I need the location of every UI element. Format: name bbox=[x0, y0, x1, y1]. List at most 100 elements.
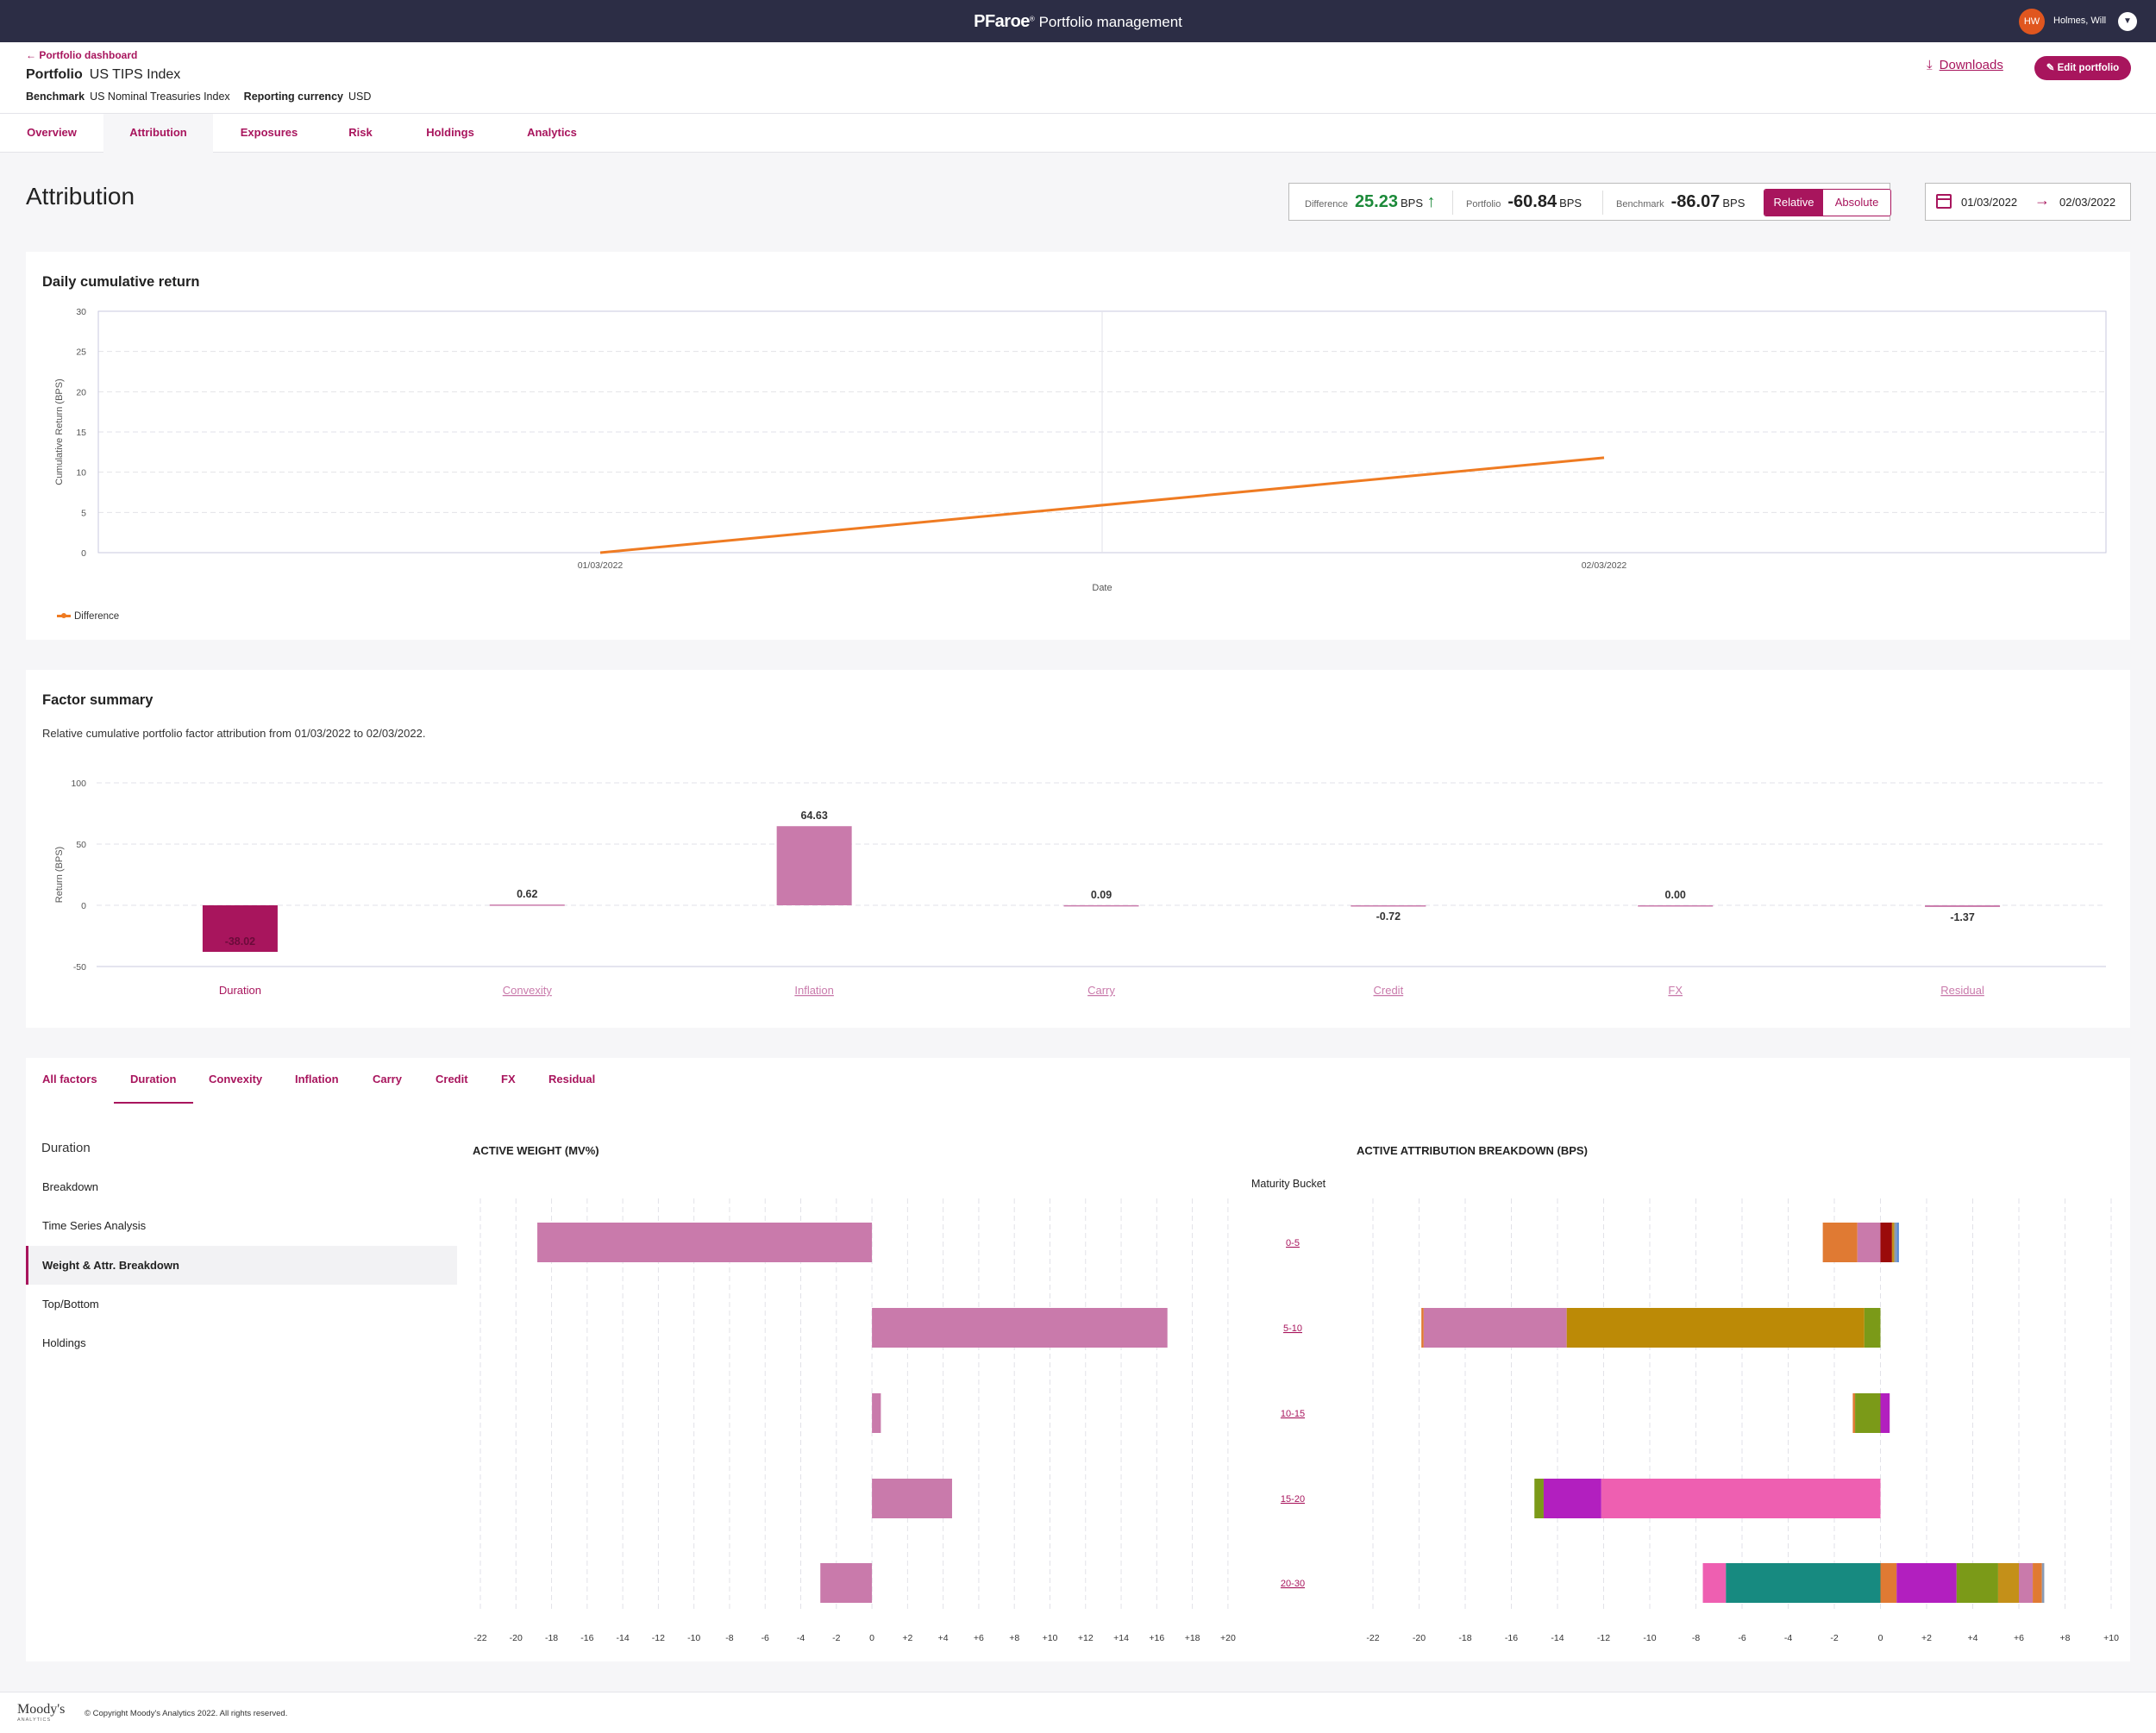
downloads-link[interactable]: ⤓ Downloads bbox=[1927, 58, 2003, 72]
relative-absolute-toggle: Relative Absolute bbox=[1764, 189, 1891, 216]
weight-x-tick: +20 bbox=[1220, 1633, 1236, 1643]
factor-category-inflation: Inflation bbox=[794, 984, 834, 997]
factor-value-label: 0.00 bbox=[1665, 889, 1686, 901]
moodys-logo-sub: ANALYTICS bbox=[17, 1717, 52, 1723]
y-axis-label: Return (BPS) bbox=[54, 847, 65, 903]
side-item-time-series[interactable]: Time Series Analysis bbox=[42, 1219, 147, 1232]
app-brand[interactable]: PFaroe® Portfolio management bbox=[0, 12, 2156, 32]
attr-segment-20-30 bbox=[1880, 1563, 1897, 1603]
y-axis-label: Cumulative Return (BPS) bbox=[54, 379, 65, 485]
weight-x-tick: +12 bbox=[1078, 1633, 1094, 1643]
subtab-duration[interactable]: Duration bbox=[130, 1073, 177, 1085]
subtab-carry[interactable]: Carry bbox=[373, 1073, 402, 1085]
tab-holdings[interactable]: Holdings bbox=[426, 126, 474, 139]
pencil-icon: ✎ bbox=[2046, 63, 2055, 73]
y-tick-label: 5 bbox=[81, 508, 86, 518]
factor-value-label: -0.72 bbox=[1376, 910, 1401, 923]
maturity-bucket-label: 5-10 bbox=[1283, 1323, 1302, 1334]
side-item-weight-attr[interactable]: Weight & Attr. Breakdown bbox=[26, 1246, 457, 1285]
edit-portfolio-button[interactable]: ✎ Edit portfolio bbox=[2034, 56, 2131, 80]
chart-legend[interactable]: Difference bbox=[57, 611, 119, 622]
attr-segment-20-30 bbox=[1997, 1563, 2019, 1603]
factor-value-label: -38.02 bbox=[225, 935, 255, 948]
y-tick-label: 100 bbox=[71, 779, 86, 789]
factor-bar-carry bbox=[1063, 904, 1139, 907]
attr-segment-10-15 bbox=[1852, 1393, 1856, 1433]
relative-toggle-button[interactable]: Relative bbox=[1764, 190, 1823, 216]
subtab-inflation[interactable]: Inflation bbox=[295, 1073, 339, 1085]
arrow-right-icon: → bbox=[2034, 191, 2050, 209]
attr-segment-0-5 bbox=[1822, 1223, 1858, 1262]
factor-bar-credit bbox=[1351, 905, 1426, 907]
chevron-down-icon[interactable]: ▼ bbox=[2118, 12, 2137, 31]
attr-segment-20-30 bbox=[2041, 1563, 2045, 1603]
back-link[interactable]: ← Portfolio dashboard bbox=[26, 49, 137, 61]
subtab-residual[interactable]: Residual bbox=[548, 1073, 596, 1085]
factor-category-credit: Credit bbox=[1374, 984, 1404, 997]
benchmark-value: US Nominal Treasuries Index bbox=[90, 91, 230, 103]
factor-summary-card: Factor summary Relative cumulative portf… bbox=[26, 670, 2130, 1028]
weight-bar-10-15 bbox=[872, 1393, 881, 1433]
tab-risk[interactable]: Risk bbox=[348, 126, 373, 139]
attr-x-tick: +4 bbox=[1968, 1633, 1978, 1643]
weight-x-tick: -6 bbox=[761, 1633, 769, 1643]
date-range-picker[interactable]: 01/03/2022 → 02/03/2022 bbox=[1925, 183, 2131, 221]
legend-difference: Difference bbox=[74, 611, 120, 622]
factor-summary-subtitle: Relative cumulative portfolio factor att… bbox=[42, 727, 426, 740]
attr-segment-15-20 bbox=[1534, 1479, 1544, 1518]
y-tick-label: 25 bbox=[76, 347, 86, 358]
weight-x-tick: 0 bbox=[869, 1633, 874, 1643]
attr-x-tick: -22 bbox=[1366, 1633, 1379, 1643]
tab-analytics[interactable]: Analytics bbox=[527, 126, 577, 139]
daily-cumulative-chart: 0 5 10 15 20 25 30 01/03/2022 02/03/2022 Date Cumu… bbox=[54, 307, 2107, 593]
copyright: © Copyright Moody's Analytics 2022. All … bbox=[85, 1709, 288, 1718]
weight-x-tick: +18 bbox=[1185, 1633, 1200, 1643]
y-tick-label: 20 bbox=[76, 387, 86, 397]
active-tab-indicator bbox=[114, 1102, 193, 1104]
portfolio-summary-label: Portfolio bbox=[1466, 199, 1501, 210]
moodys-logo: Moody's bbox=[17, 1702, 66, 1717]
currency-label: Reporting currency bbox=[243, 91, 343, 103]
benchmark-summary-value: -86.07 bbox=[1670, 192, 1720, 211]
portfolio-label: Portfolio bbox=[26, 67, 83, 82]
side-item-holdings[interactable]: Holdings bbox=[42, 1336, 86, 1349]
currency-value: USD bbox=[348, 91, 372, 103]
subtab-all-factors[interactable]: All factors bbox=[42, 1073, 97, 1085]
breakdown-charts: -22 -20 -18 -16 -14 -12 -10 -8 -6 -4 -2 0 +2 +4 +6 +8 +1… bbox=[473, 1198, 2119, 1643]
side-item-breakdown[interactable]: Breakdown bbox=[42, 1180, 99, 1193]
y-tick-label: 15 bbox=[76, 428, 86, 438]
attr-segment-20-30 bbox=[2033, 1563, 2042, 1603]
tab-exposures[interactable]: Exposures bbox=[240, 126, 298, 139]
weight-x-tick: -22 bbox=[473, 1633, 486, 1643]
weight-x-tick: +4 bbox=[938, 1633, 949, 1643]
tab-overview[interactable]: Overview bbox=[27, 126, 77, 139]
x-axis-label: Date bbox=[1092, 583, 1112, 593]
subtab-credit[interactable]: Credit bbox=[436, 1073, 468, 1085]
weight-x-tick: -2 bbox=[832, 1633, 840, 1643]
subtab-convexity[interactable]: Convexity bbox=[209, 1073, 263, 1085]
weight-x-tick: +6 bbox=[974, 1633, 984, 1643]
factor-bar-inflation bbox=[776, 826, 852, 905]
avatar[interactable]: HW bbox=[2019, 9, 2045, 34]
attr-x-tick: 0 bbox=[1878, 1633, 1883, 1643]
subtab-fx[interactable]: FX bbox=[501, 1073, 516, 1085]
brand-mark: ® bbox=[1029, 15, 1035, 23]
maturity-bucket-label: 0-5 bbox=[1286, 1238, 1300, 1248]
page-title: Attribution bbox=[26, 183, 135, 210]
maturity-bucket-label: 15-20 bbox=[1281, 1494, 1305, 1505]
attr-segment-20-30 bbox=[2019, 1563, 2034, 1603]
side-item-top-bottom[interactable]: Top/Bottom bbox=[42, 1298, 99, 1311]
x-tick-label: 02/03/2022 bbox=[1582, 560, 1627, 571]
factor-category-duration: Duration bbox=[219, 984, 261, 997]
tab-attribution[interactable]: Attribution bbox=[103, 114, 213, 153]
weight-x-tick: -14 bbox=[617, 1633, 630, 1643]
daily-cumulative-card: Daily cumulative return 0 5 10 15 20 25 30 01/0… bbox=[26, 252, 2130, 640]
attr-segment-20-30 bbox=[1896, 1563, 1957, 1603]
brand-logo: PFaroe bbox=[974, 12, 1030, 31]
back-link-label: Portfolio dashboard bbox=[39, 49, 138, 61]
user-name[interactable]: Holmes, Will bbox=[2053, 16, 2107, 26]
absolute-toggle-button[interactable]: Absolute bbox=[1823, 190, 1890, 216]
main-tabs: Overview Attribution Exposures Risk Hold… bbox=[0, 114, 2156, 153]
attr-segment-0-5 bbox=[1896, 1223, 1899, 1262]
factor-bar-convexity bbox=[489, 904, 565, 906]
